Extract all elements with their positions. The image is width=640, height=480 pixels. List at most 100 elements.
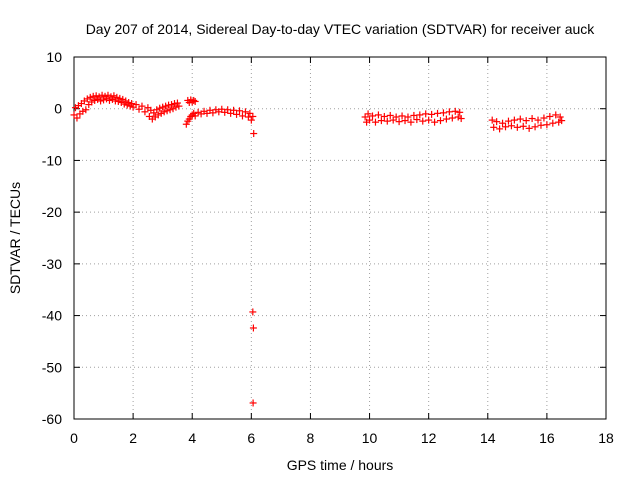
data-point: [445, 108, 453, 116]
grid: [74, 57, 606, 419]
data-point: [504, 117, 512, 125]
data-point: [73, 114, 81, 122]
data-point: [203, 109, 211, 117]
data-point: [398, 112, 406, 120]
data-point: [160, 108, 168, 116]
data-point: [439, 109, 447, 117]
data-point: [555, 118, 563, 126]
data-point: [169, 105, 177, 113]
data-point: [496, 125, 504, 133]
data-point: [82, 106, 90, 114]
data-point: [246, 109, 254, 117]
data-point: [528, 115, 536, 123]
y-axis-label: SDTVAR / TECUs: [7, 182, 23, 294]
data-point: [97, 97, 105, 105]
data-point: [419, 117, 427, 125]
data-point: [507, 122, 515, 130]
y-axis: -60 -50 -40 -30 -20 -10 0 10: [42, 49, 606, 427]
data-point: [175, 102, 183, 110]
y-tick-label: -50: [42, 359, 62, 375]
data-point: [389, 116, 397, 124]
x-tick-label: 10: [362, 430, 378, 446]
data-point: [191, 112, 199, 120]
data-point: [499, 119, 507, 127]
data-point: [410, 111, 418, 119]
data-point: [88, 98, 96, 106]
data-point: [513, 123, 521, 131]
data-point: [117, 99, 125, 107]
data-point: [516, 115, 524, 123]
y-tick-label: -60: [42, 411, 62, 427]
data-point: [428, 110, 436, 118]
data-series: [70, 91, 566, 407]
data-point: [98, 91, 106, 99]
data-point: [431, 118, 439, 126]
data-point: [128, 100, 136, 108]
chart-title: Day 207 of 2014, Sidereal Day-to-day VTE…: [86, 21, 596, 37]
data-point: [425, 116, 433, 124]
data-point: [138, 102, 146, 110]
x-axis-label: GPS time / hours: [287, 457, 394, 473]
x-tick-label: 4: [188, 430, 196, 446]
data-point: [104, 91, 112, 99]
data-point: [392, 113, 400, 121]
data-point: [558, 117, 566, 125]
data-point: [454, 113, 462, 121]
data-point: [132, 101, 140, 109]
data-point: [534, 116, 542, 124]
data-point: [456, 108, 464, 116]
data-point: [153, 106, 161, 114]
data-point: [100, 96, 108, 104]
data-point: [546, 112, 554, 120]
data-point: [110, 92, 118, 100]
data-point: [156, 104, 164, 112]
data-point: [166, 106, 174, 114]
data-point: [543, 121, 551, 129]
data-point: [395, 118, 403, 126]
data-point: [434, 109, 442, 117]
x-tick-label: 16: [539, 430, 555, 446]
data-point: [374, 111, 382, 119]
data-point: [83, 95, 91, 103]
data-point: [401, 117, 409, 125]
data-point: [230, 106, 238, 114]
data-point: [238, 112, 246, 120]
data-point: [249, 308, 257, 316]
data-point: [457, 115, 465, 123]
x-tick-label: 14: [480, 430, 496, 446]
data-point: [552, 111, 560, 119]
data-point: [194, 108, 202, 116]
data-point: [493, 118, 501, 126]
x-axis: 0 2 4 6 8 10 12 14 16 18: [70, 57, 614, 446]
data-point: [209, 109, 217, 117]
data-point: [163, 107, 171, 115]
data-point: [490, 123, 498, 131]
y-tick-label: -10: [42, 152, 62, 168]
data-point: [377, 117, 385, 125]
x-tick-label: 2: [129, 430, 137, 446]
data-point: [122, 97, 130, 105]
data-point: [95, 93, 103, 101]
data-point: [249, 324, 257, 332]
data-point: [522, 117, 530, 125]
data-point: [404, 113, 412, 121]
data-point: [249, 399, 257, 407]
data-point: [366, 116, 374, 124]
y-tick-label: -30: [42, 256, 62, 272]
data-point: [383, 117, 391, 125]
data-point: [162, 102, 170, 110]
data-point: [540, 114, 548, 122]
data-point: [386, 111, 394, 119]
data-point: [380, 112, 388, 120]
x-tick-label: 12: [421, 430, 437, 446]
data-point: [502, 123, 510, 131]
data-point: [416, 111, 424, 119]
data-point: [135, 105, 143, 113]
data-point: [154, 111, 162, 119]
x-tick-label: 8: [307, 430, 315, 446]
data-point: [537, 121, 545, 129]
y-tick-label: -40: [42, 308, 62, 324]
data-point: [413, 116, 421, 124]
data-point: [371, 118, 379, 126]
